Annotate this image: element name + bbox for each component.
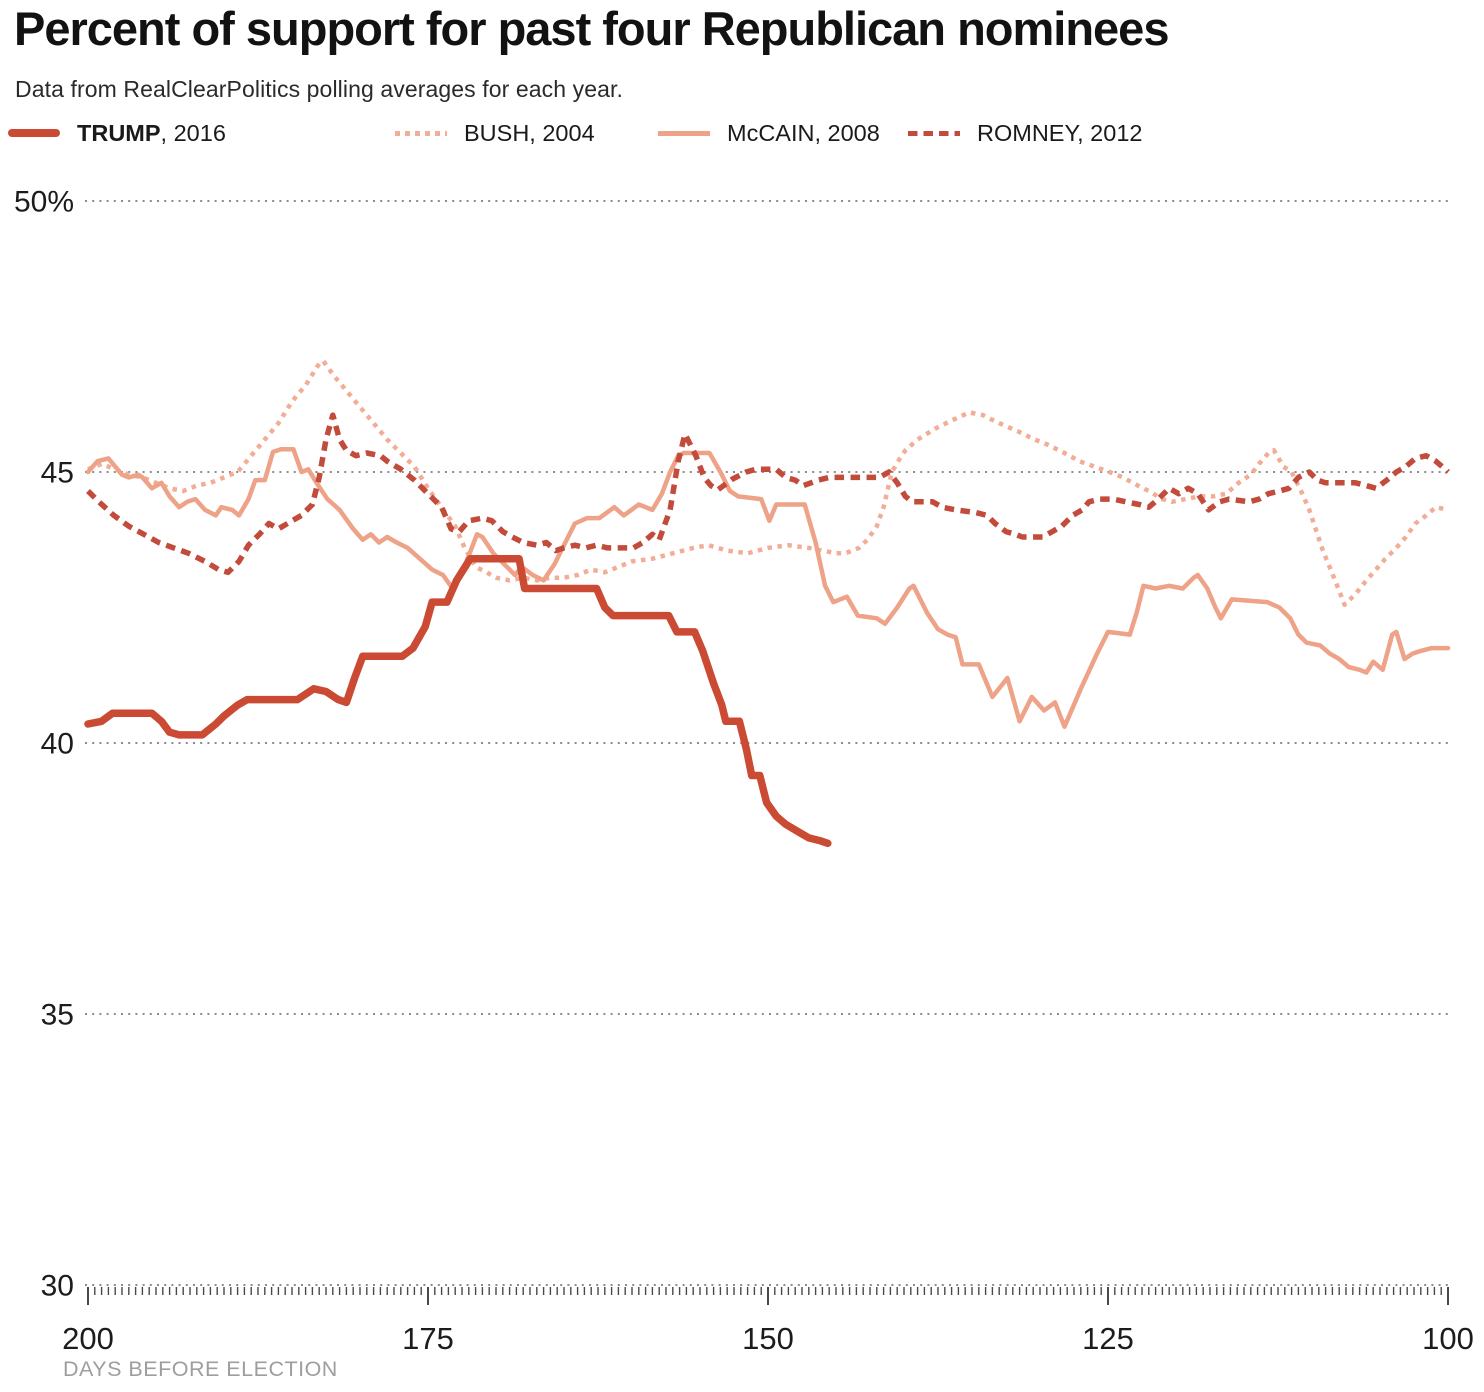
series-line-mccain [85,446,1451,729]
legend-label-mccain: McCAIN, 2008 [727,119,880,146]
x-axis-label-125: 125 [1082,1321,1134,1356]
y-axis-label-50: 50% [14,186,74,219]
chart-legend: TRUMP, 2016 BUSH, 2004 McCAIN, 2008 ROMN… [0,116,1484,150]
page-title: Percent of support for past four Republi… [14,2,1169,55]
series-line-trump [84,554,832,848]
legend-item-bush: BUSH, 2004 [395,116,595,150]
legend-item-mccain: McCAIN, 2008 [658,116,880,150]
x-axis-label-200: 200 [62,1321,114,1356]
romney-dashed-line-swatch [908,130,960,136]
legend-item-trump: TRUMP, 2016 [8,116,226,150]
x-axis-title: DAYS BEFORE ELECTION [63,1357,338,1381]
bush-dotted-line-swatch [395,130,447,136]
legend-label-trump: TRUMP, 2016 [77,119,226,146]
y-axis-label-35: 35 [41,999,74,1032]
trump-solid-line-swatch [8,129,60,137]
x-axis-label-175: 175 [402,1321,454,1356]
x-axis-label-150: 150 [742,1321,794,1356]
chart-subtitle: Data from RealClearPolitics polling aver… [15,76,624,102]
series-line-romney [86,412,1450,576]
y-axis-label-45: 45 [41,457,74,490]
x-axis-label-100: 100 [1422,1321,1474,1356]
legend-label-bush: BUSH, 2004 [464,119,595,146]
y-axis-label-30: 30 [41,1270,74,1303]
legend-label-romney: ROMNEY, 2012 [977,119,1143,146]
y-axis-label-40: 40 [41,728,74,761]
legend-item-romney: ROMNEY, 2012 [908,116,1142,150]
series-line-bush [87,358,1449,608]
mccain-solid-line-swatch [658,130,710,136]
